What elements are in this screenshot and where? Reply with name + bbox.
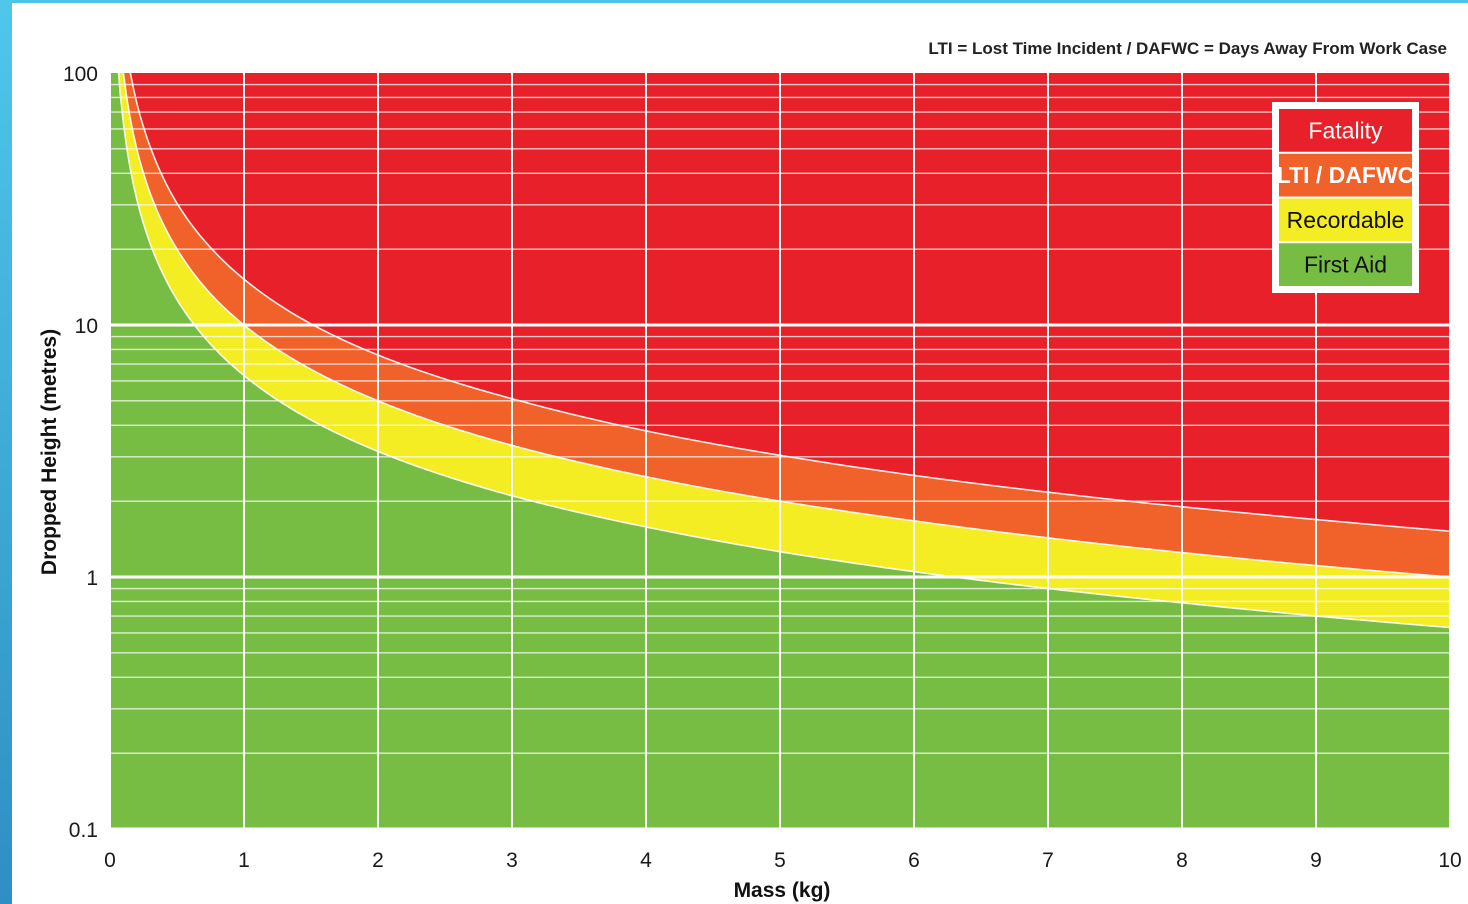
legend-label-first-aid: First Aid — [1304, 252, 1387, 278]
y-axis-title: Dropped Height (metres) — [38, 329, 61, 575]
legend-swatch-lti-dafwc — [1279, 153, 1412, 197]
y-axis-ticks: 100 10 1 0.1 — [63, 63, 98, 842]
x-tick-label: 3 — [506, 849, 518, 872]
x-tick-label: 0 — [104, 849, 116, 872]
abbreviation-note: LTI = Lost Time Incident / DAFWC = Days … — [928, 39, 1447, 58]
legend-swatch-first-aid — [1279, 243, 1412, 286]
x-tick-label: 1 — [238, 849, 250, 872]
legend-label-recordable: Recordable — [1287, 207, 1405, 233]
boundary-recordable — [117, 73, 1450, 629]
legend-swatch-recordable — [1279, 198, 1412, 242]
y-tick-label: 0.1 — [69, 819, 98, 842]
top-frame-bar — [0, 0, 1468, 3]
zone-boundaries — [117, 73, 1450, 629]
x-axis-ticks: 0 1 2 3 4 5 6 7 8 9 10 — [104, 849, 1462, 872]
x-tick-label: 2 — [372, 849, 384, 872]
x-tick-label: 4 — [640, 849, 652, 872]
x-tick-label: 10 — [1438, 849, 1461, 872]
y-tick-label: 10 — [75, 315, 98, 338]
legend-label-lti-dafwc: LTI / DAFWC — [1277, 162, 1415, 188]
grid-lines — [110, 73, 1450, 829]
boundary-fatality — [129, 73, 1450, 532]
x-tick-label: 7 — [1042, 849, 1054, 872]
y-tick-label: 100 — [63, 63, 98, 86]
x-tick-label: 9 — [1310, 849, 1322, 872]
legend-label-fatality: Fatality — [1308, 117, 1383, 143]
zone-first-aid — [110, 73, 1450, 829]
x-tick-label: 5 — [774, 849, 786, 872]
x-tick-label: 8 — [1176, 849, 1188, 872]
boundary-lti-dafwc — [122, 73, 1450, 578]
legend: Fatality LTI / DAFWC Recordable First Aid — [1272, 102, 1419, 293]
legend-swatch-fatality — [1279, 109, 1412, 152]
left-frame-bar — [0, 0, 12, 904]
y-tick-label: 1 — [86, 567, 98, 590]
x-axis-title: Mass (kg) — [734, 879, 831, 902]
x-tick-label: 6 — [908, 849, 920, 872]
